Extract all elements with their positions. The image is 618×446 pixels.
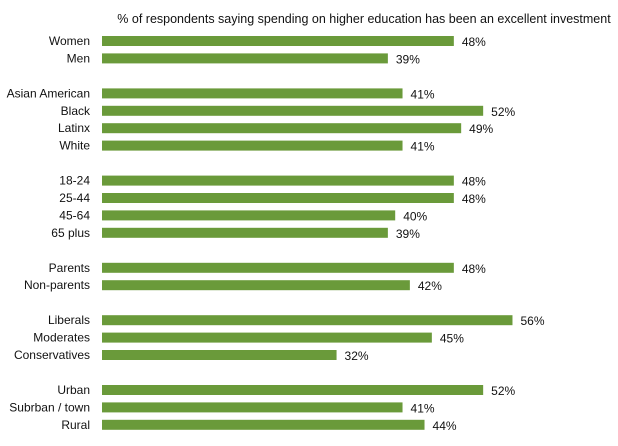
data-label: 45%: [440, 332, 464, 346]
category-label: Women: [49, 34, 90, 48]
bar: [102, 402, 403, 413]
bar-row: Black 52%: [61, 104, 516, 119]
bar: [102, 88, 403, 99]
bar-row: Urban 52%: [57, 383, 515, 398]
bar-row: 65 plus 39%: [51, 226, 420, 241]
bar-row: Latinx 49%: [58, 121, 494, 136]
category-label: 18-24: [59, 174, 90, 188]
bar: [102, 53, 388, 64]
bar: [102, 280, 410, 291]
bar-row: Liberals 56%: [48, 313, 545, 328]
bar-row: 25-44 48%: [59, 191, 486, 206]
bar: [102, 105, 484, 116]
bar: [102, 210, 396, 221]
category-label: Asian American: [7, 86, 90, 100]
category-label: Men: [67, 51, 90, 65]
bar-row: 45-64 40%: [59, 208, 427, 223]
category-label: Moderates: [33, 331, 90, 345]
category-label: Non-parents: [24, 278, 90, 292]
bar: [102, 175, 454, 186]
bar: [102, 385, 484, 395]
bar-row: Women 48%: [49, 34, 486, 49]
bar-row: Rural 44%: [61, 418, 457, 433]
bar-row: Non-parents 42%: [24, 278, 442, 293]
bar-row: Conservatives 32%: [14, 348, 369, 363]
data-label: 48%: [462, 262, 486, 276]
data-label: 41%: [411, 87, 435, 101]
data-label: 52%: [491, 105, 515, 119]
data-label: 42%: [418, 279, 442, 293]
category-label: Rural: [61, 418, 90, 432]
data-label: 32%: [345, 349, 369, 363]
data-label: 41%: [411, 140, 435, 154]
bar: [102, 332, 432, 343]
data-label: 56%: [520, 314, 544, 328]
bar: [102, 140, 403, 151]
category-label: 25-44: [59, 191, 90, 205]
data-label: 39%: [396, 52, 420, 66]
chart-title: % of respondents saying spending on high…: [117, 12, 611, 26]
bar: [102, 36, 454, 46]
bar: [102, 419, 425, 430]
bar: [102, 227, 388, 238]
bar-row: Subrban / town 41%: [9, 400, 435, 415]
data-label: 48%: [462, 192, 486, 206]
bar-row: Parents 48%: [49, 261, 487, 276]
category-label: Conservatives: [14, 348, 90, 362]
category-label: Urban: [57, 383, 90, 397]
data-label: 44%: [433, 419, 457, 433]
category-label: Subrban / town: [9, 400, 90, 414]
category-label: Parents: [49, 261, 90, 275]
bar: [102, 350, 337, 360]
category-label: 65 plus: [51, 226, 90, 240]
category-label: White: [59, 139, 90, 153]
data-label: 41%: [411, 401, 435, 415]
data-label: 39%: [396, 227, 420, 241]
bar: [102, 262, 454, 273]
category-label: 45-64: [59, 208, 90, 222]
data-label: 40%: [403, 209, 427, 223]
bar: [102, 123, 462, 134]
bar: [102, 193, 454, 203]
category-label: Liberals: [48, 313, 90, 327]
data-label: 48%: [462, 175, 486, 189]
data-label: 52%: [491, 384, 515, 398]
category-label: Latinx: [58, 121, 90, 135]
data-label: 49%: [469, 122, 493, 136]
data-label: 48%: [462, 35, 486, 49]
bar-row: Moderates 45%: [33, 331, 464, 346]
bars-layer: Women 48% Men 39% Asian American 41% Black 52% L…: [7, 34, 545, 433]
bar: [102, 315, 513, 326]
bar-row: Asian American 41%: [7, 86, 435, 101]
bar-row: 18-24 48%: [59, 174, 486, 189]
bar-row: Men 39%: [67, 51, 421, 66]
category-label: Black: [61, 104, 91, 118]
bar-row: White 41%: [59, 139, 435, 154]
